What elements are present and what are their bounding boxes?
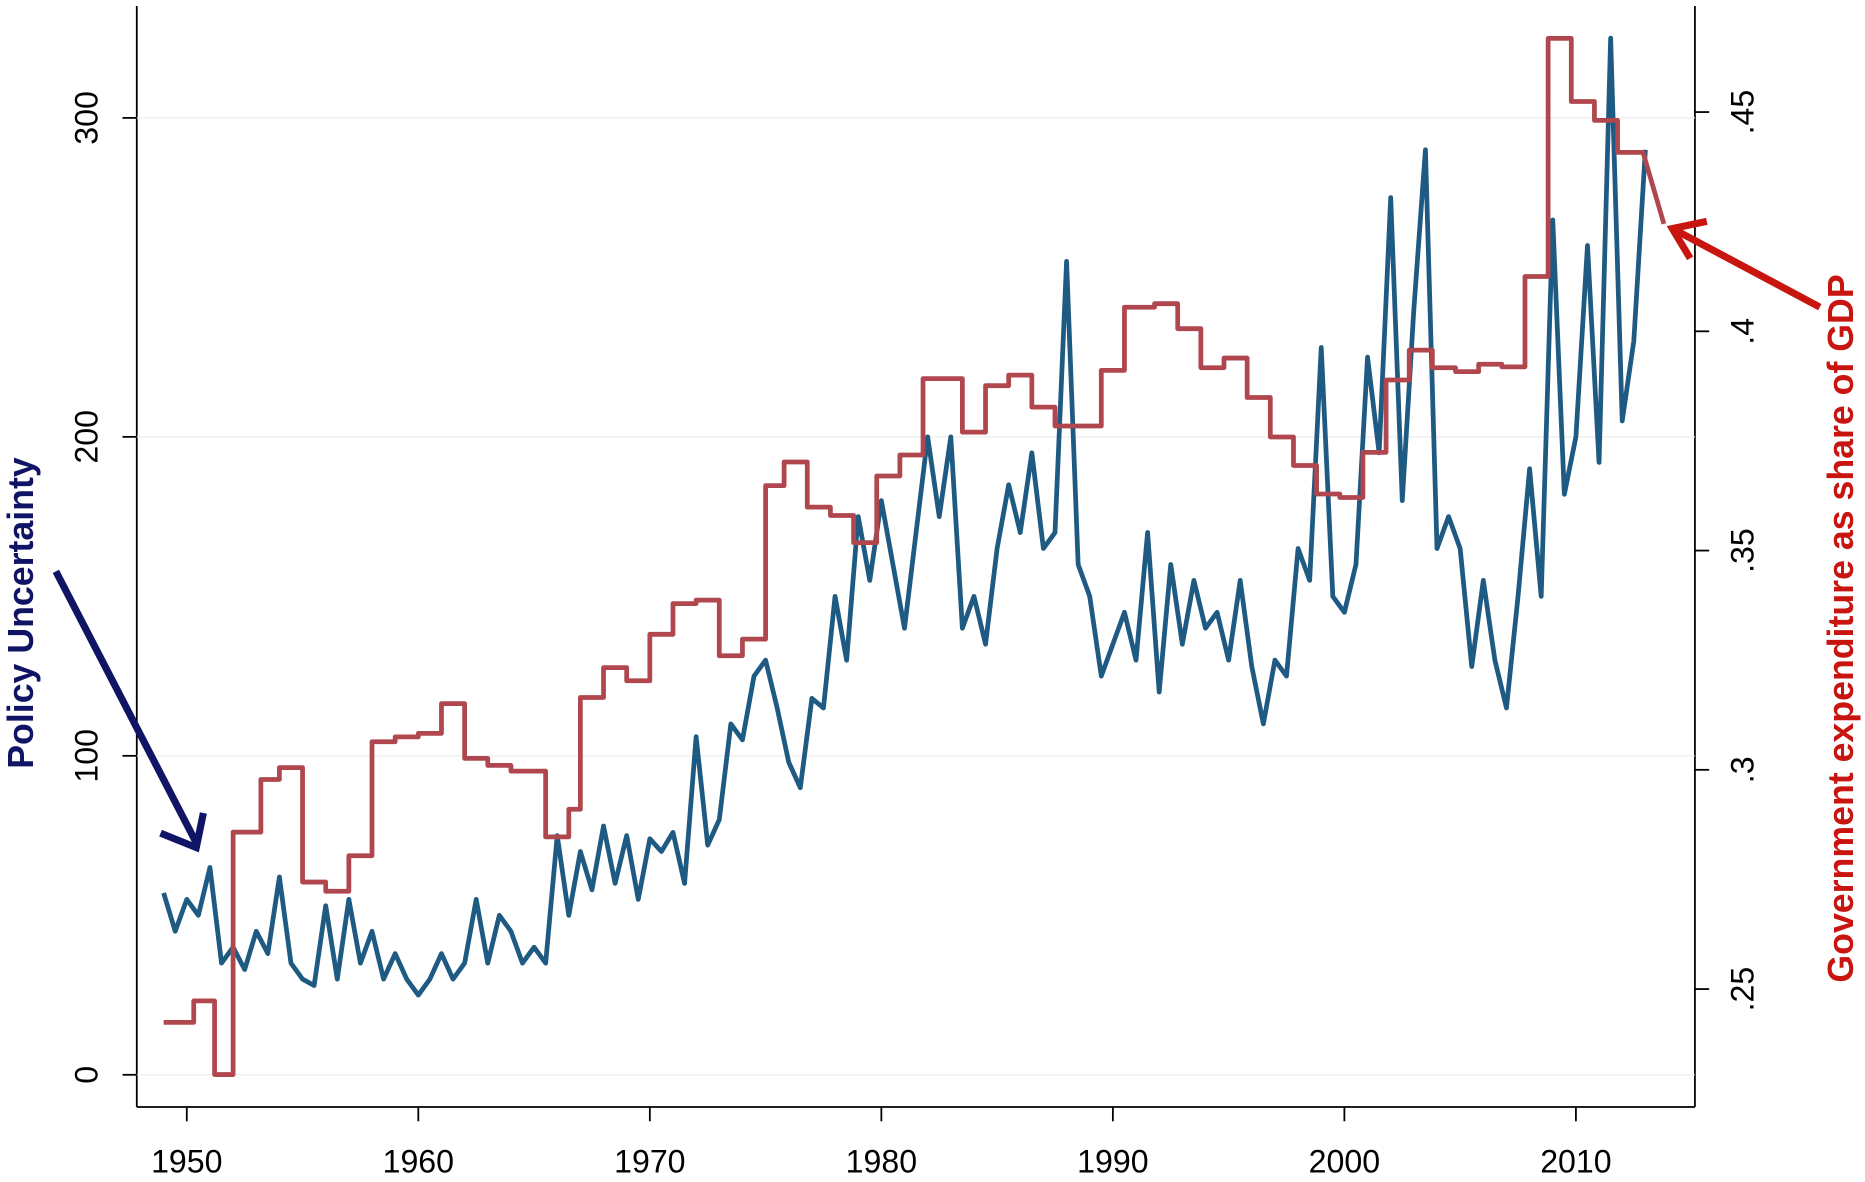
y2-tick-label: .35 (1724, 528, 1760, 573)
y-tick-label: 300 (69, 91, 105, 145)
data-line (161, 35, 1648, 998)
y-tick-label: 200 (69, 410, 105, 464)
y-tick-label: 100 (69, 729, 105, 783)
x-tick-label: 2000 (1309, 1144, 1380, 1180)
x-tick-label: 1990 (1077, 1144, 1148, 1180)
x-tick-label: 1970 (614, 1144, 685, 1180)
x-tick-label: 1980 (846, 1144, 917, 1180)
y-tick-label: 0 (69, 1066, 105, 1084)
x-tick-label: 1950 (151, 1144, 222, 1180)
y2-tick-label: .25 (1724, 967, 1760, 1012)
annotation: Policy Uncertainty (1, 457, 41, 769)
data-line (163, 36, 1667, 1077)
x-tick-label: 2010 (1540, 1144, 1611, 1180)
annotation: Government expenditure as share of GDP (1821, 274, 1861, 982)
arrow (52, 217, 1822, 853)
y2-tick-label: .4 (1724, 318, 1760, 345)
x-tick-label: 1960 (383, 1144, 454, 1180)
y2-tick-label: .45 (1724, 90, 1760, 135)
y2-tick-label: .3 (1724, 756, 1760, 783)
